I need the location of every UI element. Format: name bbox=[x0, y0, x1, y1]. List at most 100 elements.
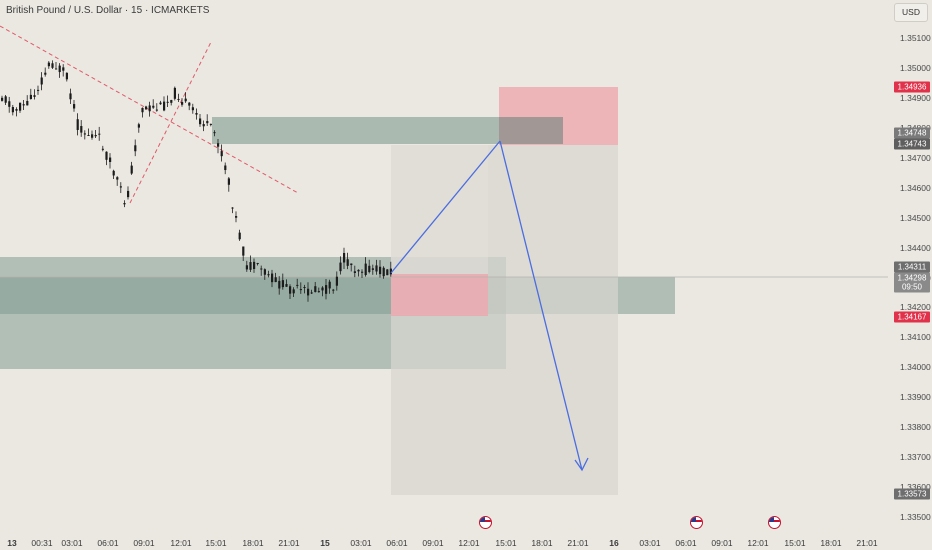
candle-body bbox=[40, 77, 43, 85]
candle-body bbox=[335, 276, 338, 286]
price-label: 1.34000 bbox=[900, 362, 931, 373]
time-label: 15 bbox=[320, 538, 330, 548]
candle-body bbox=[22, 104, 25, 106]
time-label: 03:01 bbox=[639, 538, 661, 548]
candle-body bbox=[98, 133, 101, 135]
candle-body bbox=[285, 284, 288, 287]
price-label: 1.34100 bbox=[900, 332, 931, 343]
candle-body bbox=[101, 148, 104, 150]
candle-body bbox=[357, 269, 360, 272]
candle-body bbox=[184, 98, 187, 102]
time-label: 21:01 bbox=[856, 538, 878, 548]
candle-body bbox=[177, 98, 180, 100]
candle-body bbox=[303, 287, 306, 289]
price-axis[interactable]: 1.351001.350001.349001.348001.347001.346… bbox=[888, 0, 932, 530]
candle-body bbox=[166, 101, 169, 103]
time-label: 15:01 bbox=[495, 538, 517, 548]
candle-body bbox=[29, 94, 32, 100]
candle-body bbox=[361, 271, 364, 273]
price-tag: 1.33573 bbox=[894, 488, 930, 500]
candle-body bbox=[145, 106, 148, 110]
candle-body bbox=[371, 268, 374, 270]
candle-body bbox=[83, 133, 86, 135]
time-label: 09:01 bbox=[133, 538, 155, 548]
candle-body bbox=[346, 259, 349, 266]
symbol-title: British Pound / U.S. Dollar · 15 · ICMAR… bbox=[6, 5, 210, 16]
price-tag: 1.34936 bbox=[894, 81, 930, 93]
candle-body bbox=[379, 266, 382, 275]
candle-body bbox=[307, 288, 310, 296]
candle-body bbox=[242, 246, 245, 256]
candle-body bbox=[65, 72, 68, 80]
candle-body bbox=[310, 292, 313, 294]
price-label: 1.33900 bbox=[900, 392, 931, 403]
price-tag: 1.34748 bbox=[894, 127, 930, 139]
candle-body bbox=[382, 267, 385, 277]
candle-body bbox=[235, 216, 238, 218]
time-label: 06:01 bbox=[97, 538, 119, 548]
candle-body bbox=[170, 100, 173, 103]
time-label: 03:01 bbox=[350, 538, 372, 548]
candle-body bbox=[227, 178, 230, 185]
candle-body bbox=[152, 105, 155, 108]
time-label: 21:01 bbox=[278, 538, 300, 548]
candle-body bbox=[33, 95, 36, 97]
candle-body bbox=[299, 289, 302, 291]
time-label: 15:01 bbox=[205, 538, 227, 548]
candle-body bbox=[256, 263, 259, 265]
candle-body bbox=[73, 104, 76, 109]
price-label: 1.34500 bbox=[900, 212, 931, 223]
currency-button[interactable]: USD bbox=[894, 3, 928, 22]
price-tag: 1.34167 bbox=[894, 311, 930, 323]
candle-body bbox=[292, 289, 295, 294]
candle-body bbox=[281, 280, 284, 288]
price-tag: 1.34311 bbox=[894, 261, 930, 273]
candle-body bbox=[206, 121, 209, 124]
us-flag-icon[interactable] bbox=[768, 516, 781, 529]
price-label: 1.33500 bbox=[900, 512, 931, 522]
candle-body bbox=[58, 65, 61, 73]
overlap-zone bbox=[499, 117, 563, 144]
candle-body bbox=[271, 273, 274, 283]
candle-body bbox=[148, 105, 151, 112]
candle-body bbox=[213, 132, 216, 134]
candle-body bbox=[263, 269, 266, 275]
us-flag-icon[interactable] bbox=[479, 516, 492, 529]
candle-body bbox=[62, 67, 65, 71]
candle-body bbox=[317, 291, 320, 293]
candle-body bbox=[328, 281, 331, 289]
candle-body bbox=[8, 101, 11, 107]
time-label: 12:01 bbox=[458, 538, 480, 548]
candle-body bbox=[245, 265, 248, 270]
candle-body bbox=[332, 289, 335, 291]
time-label: 15:01 bbox=[784, 538, 806, 548]
time-label: 12:01 bbox=[747, 538, 769, 548]
candle-body bbox=[159, 102, 162, 105]
price-label: 1.34600 bbox=[900, 182, 931, 193]
candle-body bbox=[116, 177, 119, 180]
candle-body bbox=[105, 151, 108, 160]
candle-body bbox=[238, 232, 241, 240]
candle-body bbox=[87, 135, 90, 137]
candle-body bbox=[1, 97, 4, 101]
chart-canvas[interactable] bbox=[0, 0, 888, 530]
candle-body bbox=[389, 268, 392, 275]
time-axis[interactable]: 13 00:31 03:01 06:01 09:01 12:01 15:01 18:01 21:… bbox=[0, 516, 888, 550]
candle-body bbox=[44, 72, 47, 75]
candle-body bbox=[386, 269, 389, 276]
candle-body bbox=[11, 107, 14, 113]
time-label: 13 bbox=[7, 538, 17, 548]
candle-body bbox=[188, 102, 191, 106]
candle-body bbox=[224, 165, 227, 171]
candle-body bbox=[278, 280, 281, 289]
time-label: 12:01 bbox=[170, 538, 192, 548]
candle-body bbox=[249, 262, 252, 270]
candle-body bbox=[173, 87, 176, 99]
candle-body bbox=[199, 118, 202, 125]
us-flag-icon[interactable] bbox=[690, 516, 703, 529]
candle-body bbox=[220, 151, 223, 157]
price-label: 1.35100 bbox=[900, 33, 931, 43]
candle-body bbox=[321, 287, 324, 291]
time-label: 18:01 bbox=[820, 538, 842, 548]
